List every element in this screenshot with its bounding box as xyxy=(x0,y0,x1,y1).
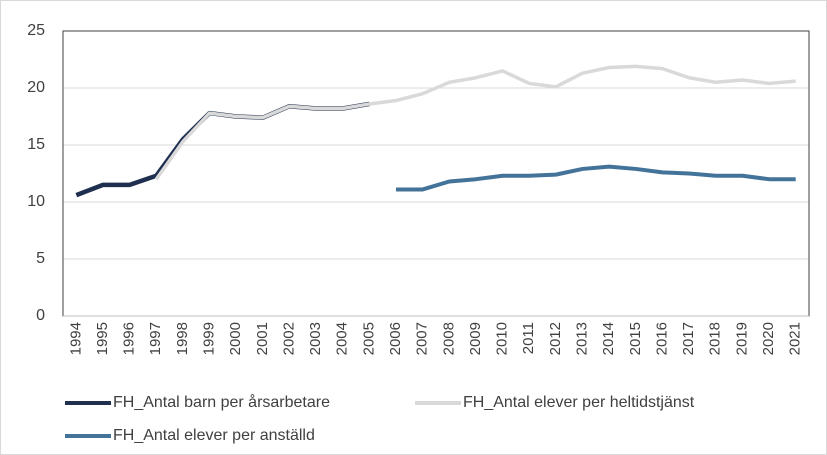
x-tick-label: 2000 xyxy=(227,322,244,355)
x-tick-label: 2019 xyxy=(733,322,750,355)
x-tick-label: 1999 xyxy=(201,322,218,355)
x-tick-label: 2020 xyxy=(760,322,777,355)
x-tick-label: 2004 xyxy=(334,322,351,355)
x-tick-label: 2017 xyxy=(680,322,697,355)
x-tick-label: 2018 xyxy=(707,322,724,355)
legend-label: FH_Antal elever per heltidstjänst xyxy=(463,394,695,411)
x-tick-label: 1994 xyxy=(67,322,84,355)
y-tick-label: 5 xyxy=(36,250,45,267)
x-tick-label: 2007 xyxy=(414,322,431,355)
y-tick-label: 25 xyxy=(27,22,45,39)
x-tick-label: 2014 xyxy=(600,322,617,355)
y-tick-label: 20 xyxy=(27,79,45,96)
series-line xyxy=(154,64,796,181)
legend-label: FH_Antal elever per anställd xyxy=(113,427,315,444)
x-tick-label: 1997 xyxy=(147,322,164,355)
x-tick-label: 2011 xyxy=(520,322,537,354)
x-tick-label: 2021 xyxy=(787,322,804,355)
x-tick-label: 2015 xyxy=(627,322,644,355)
x-tick-label: 2003 xyxy=(307,322,324,355)
series-line xyxy=(396,164,796,192)
y-tick-label: 15 xyxy=(27,136,45,153)
x-tick-label: 2016 xyxy=(653,322,670,355)
y-tick-label: 10 xyxy=(27,193,45,210)
x-tick-label: 2001 xyxy=(254,322,271,355)
x-tick-label: 2009 xyxy=(467,322,484,355)
x-tick-label: 2010 xyxy=(494,322,511,355)
legend-label: FH_Antal barn per årsarbetare xyxy=(113,393,330,411)
x-tick-label: 2013 xyxy=(574,322,591,355)
x-tick-label: 2002 xyxy=(280,322,297,355)
x-tick-label: 2005 xyxy=(360,322,377,355)
x-tick-label: 2012 xyxy=(547,322,564,355)
x-tick-label: 1995 xyxy=(94,322,111,355)
x-tick-label: 2006 xyxy=(387,322,404,355)
y-tick-label: 0 xyxy=(36,307,45,324)
x-tick-label: 1998 xyxy=(174,322,191,355)
x-tick-label: 2008 xyxy=(440,322,457,355)
x-tick-label: 1996 xyxy=(121,322,138,355)
